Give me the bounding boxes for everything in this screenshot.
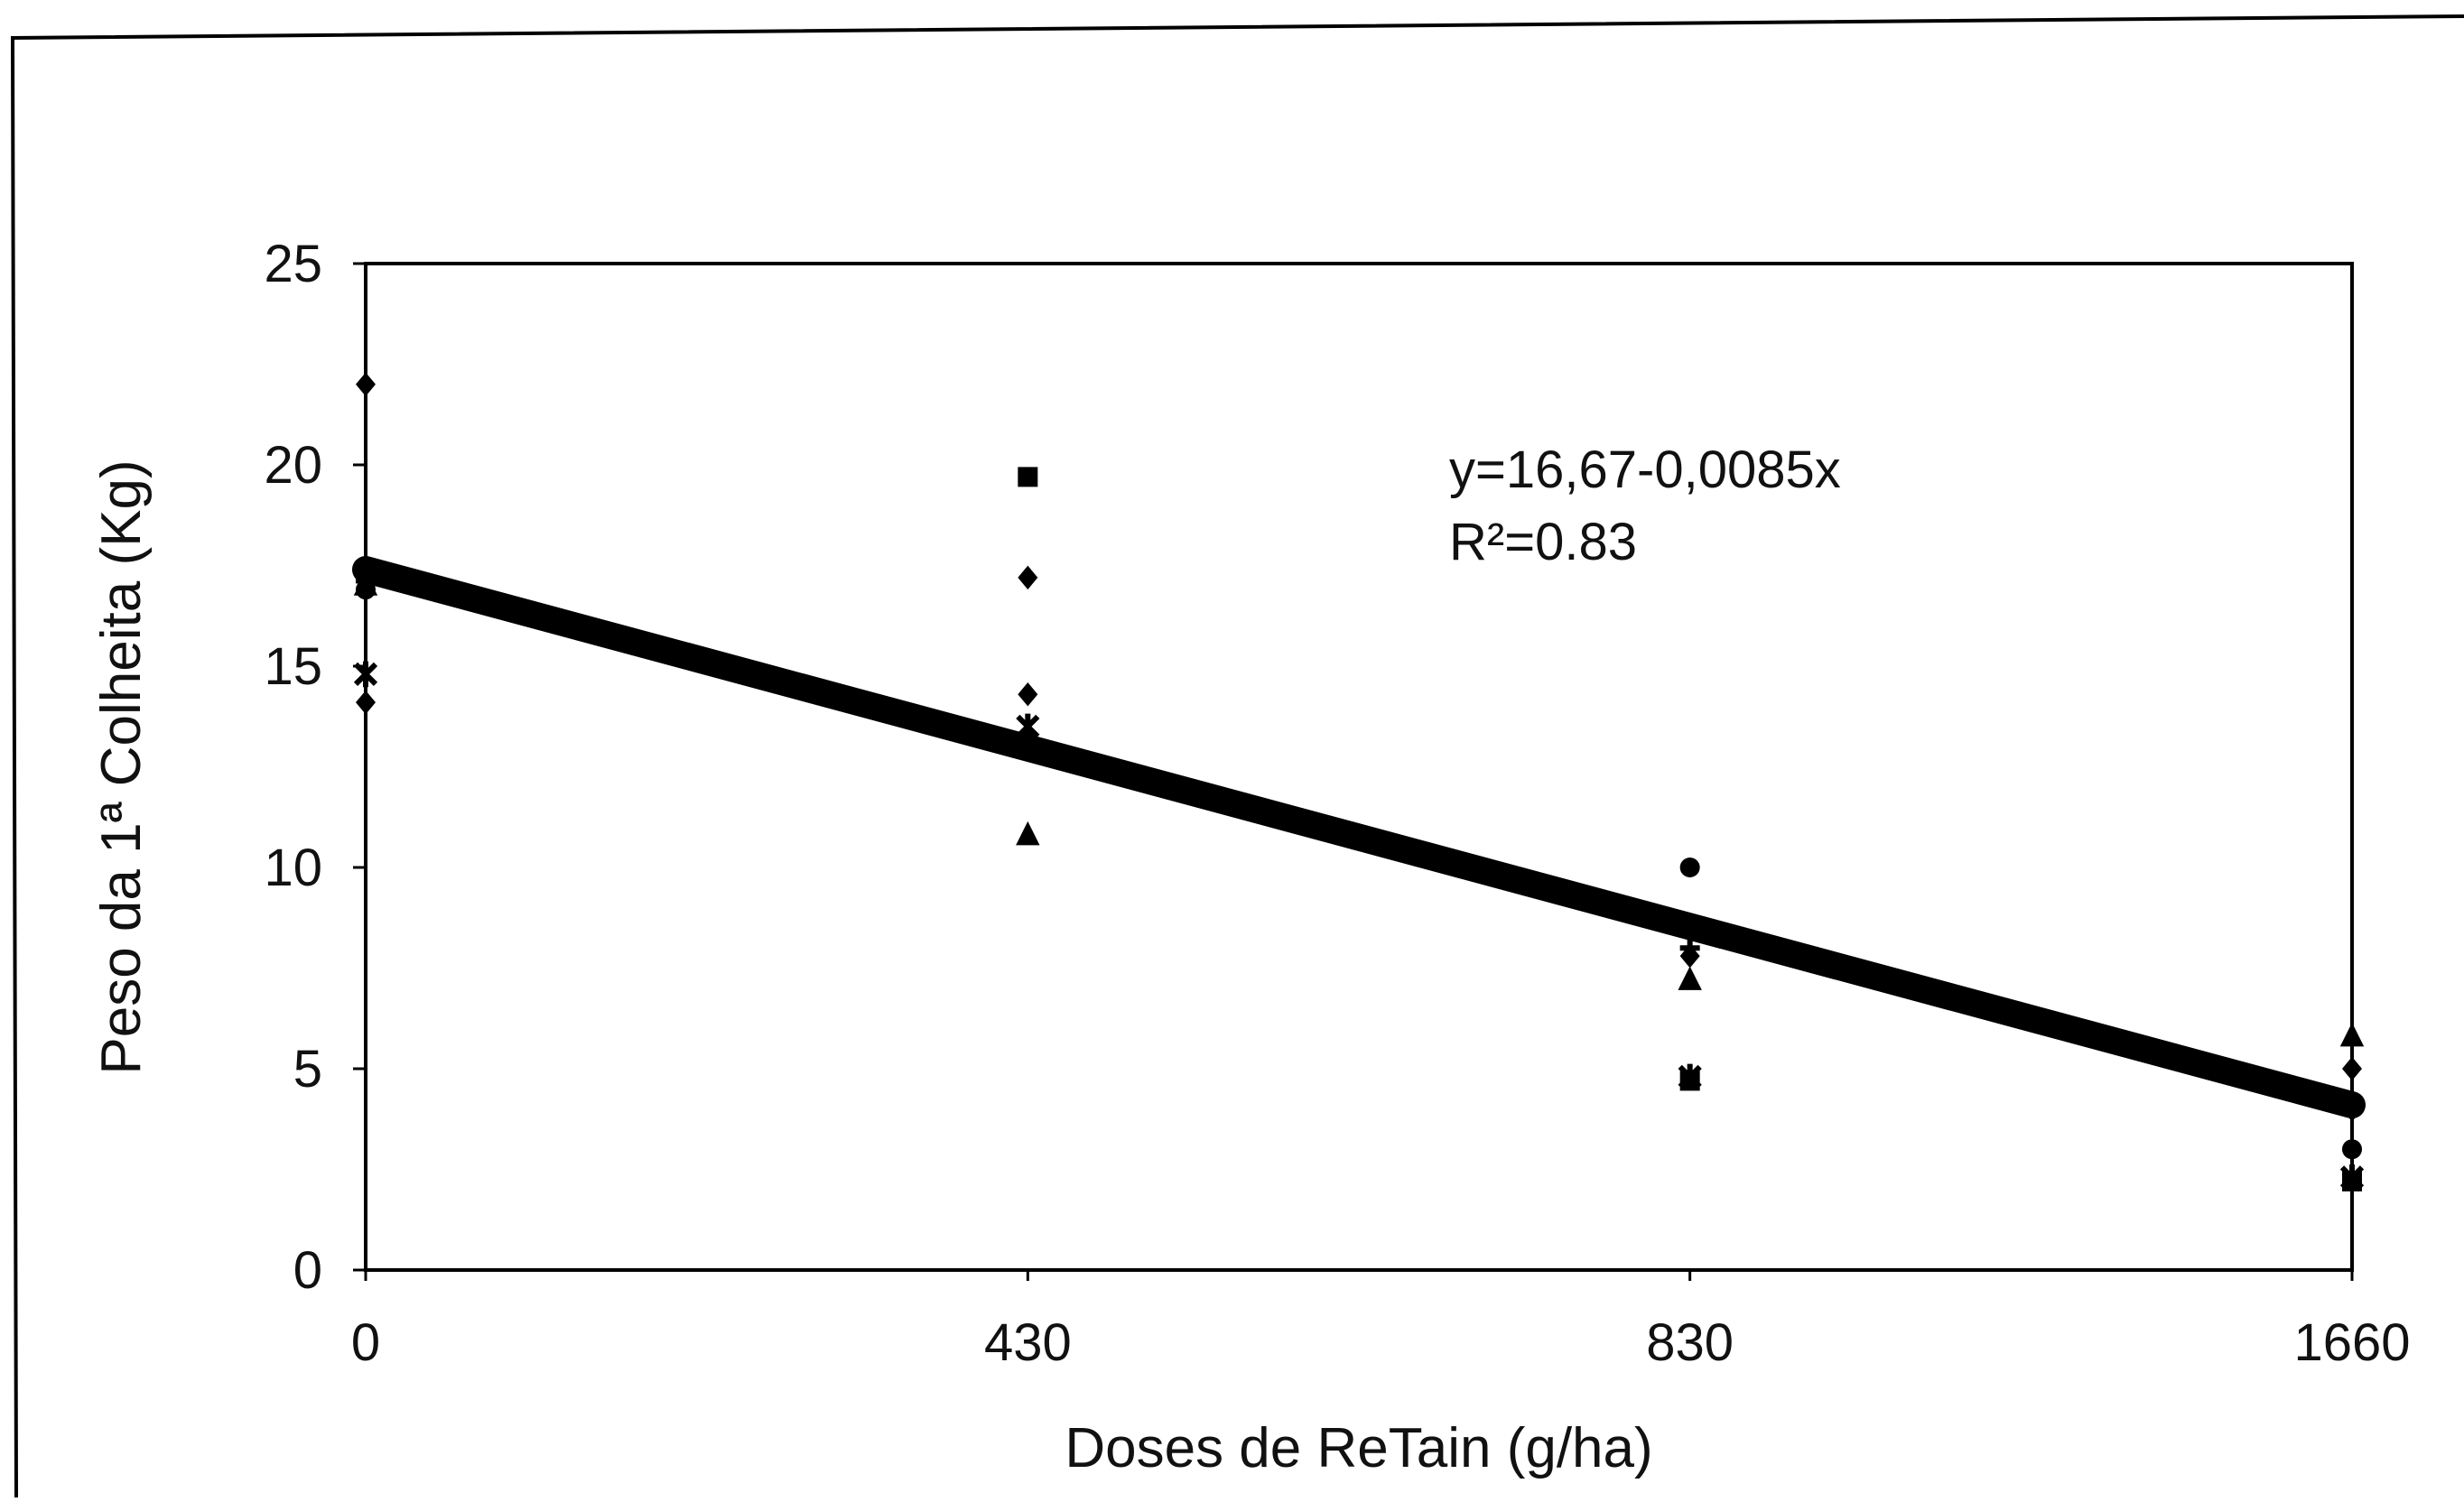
y-tick-label: 25 (264, 235, 322, 293)
figure-border (10, 14, 2464, 1498)
r-squared-label: R²=0.83 (1449, 513, 1637, 571)
data-point-plus (1018, 732, 1038, 753)
data-point-star (1678, 1063, 1702, 1090)
trendline-layer (352, 555, 2366, 1119)
data-point-diamond (356, 372, 376, 396)
x-tick-label: 830 (1646, 1313, 1734, 1372)
data-point-plus (356, 559, 376, 579)
data-point-square (1018, 467, 1038, 487)
x-axis-title: Doses de ReTain (g/ha) (1065, 1417, 1652, 1479)
data-point-circle (356, 579, 376, 600)
y-axis-title: Peso da 1ª Colheita (Kg) (90, 459, 153, 1074)
data-point-star (353, 661, 378, 688)
plot-area-border (364, 262, 2354, 1272)
x-axis-ticks: 0 430 830 1660 (351, 1270, 2411, 1372)
data-point-diamond (2342, 1056, 2362, 1081)
data-points (353, 372, 2365, 1191)
y-tick-label: 15 (264, 637, 322, 696)
x-tick-label: 430 (984, 1313, 1072, 1372)
y-tick-label: 0 (293, 1241, 322, 1300)
data-point-plus (2342, 1099, 2362, 1119)
x-tick-label: 0 (351, 1313, 380, 1372)
data-point-diamond (1018, 565, 1038, 590)
data-point-circle (2342, 1139, 2362, 1160)
data-point-triangle (1678, 966, 1702, 990)
y-axis-ticks: 0 5 10 15 20 25 (264, 235, 366, 1300)
trendline (352, 555, 2366, 1119)
x-tick-label: 1660 (2293, 1313, 2410, 1372)
y-tick-label: 5 (293, 1040, 322, 1099)
data-point-circle (1679, 858, 1700, 877)
data-point-diamond (1018, 682, 1038, 707)
data-point-plus (1679, 938, 1700, 959)
y-tick-label: 10 (264, 839, 322, 897)
data-point-diamond (356, 690, 376, 715)
y-tick-label: 20 (264, 436, 322, 495)
equation-label: y=16,67-0,0085x (1449, 440, 1841, 499)
data-point-triangle (2339, 1022, 2365, 1047)
data-point-star (2339, 1164, 2365, 1191)
data-point-triangle (1016, 821, 1040, 846)
